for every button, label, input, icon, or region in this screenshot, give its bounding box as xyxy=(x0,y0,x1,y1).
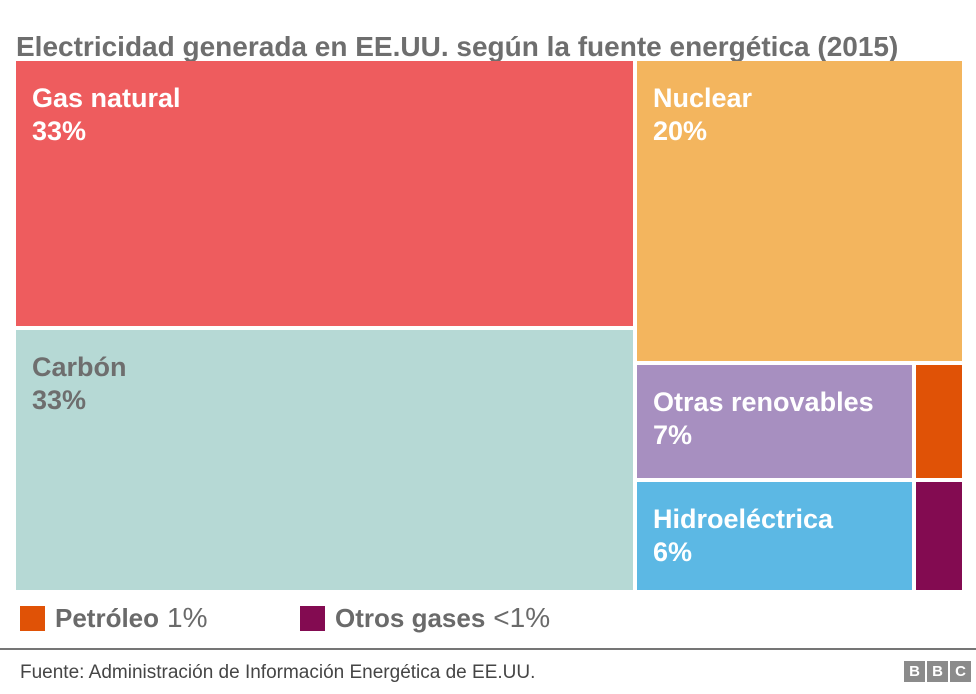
page-title: Electricidad generada en EE.UU. según la… xyxy=(16,30,899,62)
legend-swatch-petroleo xyxy=(20,605,45,631)
treemap-block-hidroelectrica: Hidroeléctrica 6% xyxy=(637,482,912,590)
chart-legend: Petróleo 1% Otros gases <1% xyxy=(0,602,976,634)
legend-value: 1% xyxy=(167,602,208,633)
block-label: Carbón xyxy=(32,352,127,382)
treemap-block-petroleo xyxy=(916,365,962,478)
source-attribution: Fuente: Administración de Información En… xyxy=(20,662,536,683)
treemap-block-otros-gases xyxy=(916,482,962,590)
block-label: Nuclear xyxy=(653,83,753,113)
block-label: Gas natural xyxy=(32,83,181,113)
treemap-block-gas-natural: Gas natural 33% xyxy=(16,61,633,326)
block-value: 33% xyxy=(32,385,87,415)
legend-item-otros-gases: Otros gases <1% xyxy=(300,602,550,634)
block-label: Otras renovables xyxy=(653,387,874,417)
treemap-block-nuclear: Nuclear 20% xyxy=(637,61,962,361)
block-value: 33% xyxy=(32,116,87,146)
bbc-logo-letter: B xyxy=(904,661,925,682)
legend-label: Petróleo xyxy=(55,602,160,633)
treemap-block-otras-renovables: Otras renovables 7% xyxy=(637,365,912,478)
block-value: 7% xyxy=(653,420,693,450)
block-value: 20% xyxy=(653,116,708,146)
bbc-logo-letter: C xyxy=(950,661,971,682)
treemap-block-carbon: Carbón 33% xyxy=(16,330,633,590)
bbc-logo: B B C xyxy=(904,661,971,682)
footer-divider xyxy=(0,648,976,650)
legend-swatch-otros-gases xyxy=(300,605,325,631)
bbc-logo-letter: B xyxy=(927,661,948,682)
legend-value: <1% xyxy=(493,602,551,633)
block-label: Hidroeléctrica xyxy=(653,504,834,534)
legend-label: Otros gases xyxy=(335,602,486,633)
block-value: 6% xyxy=(653,537,693,567)
legend-item-petroleo: Petróleo 1% xyxy=(20,602,208,634)
